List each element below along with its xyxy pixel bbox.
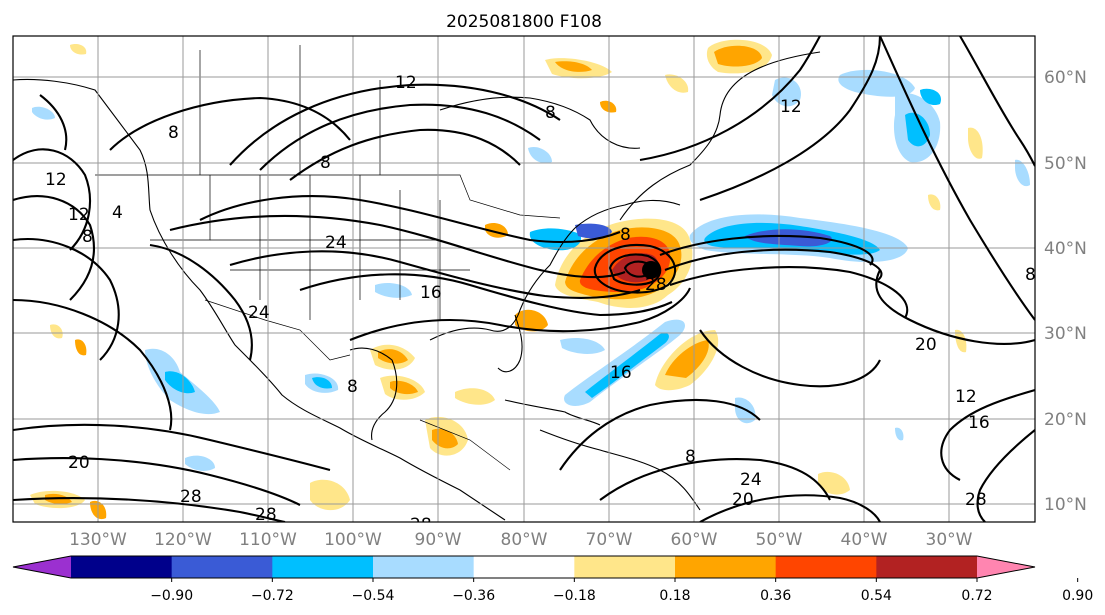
colorbar-tick-label: −0.18	[553, 588, 596, 604]
colorbar-segment	[272, 556, 374, 578]
contour-label: 28	[180, 487, 202, 507]
lon-label: 30°W	[926, 530, 973, 550]
colorbar: −0.90 −0.72 −0.54 −0.36 −0.18 0.18 0.36 0.54 0.7…	[12, 555, 1093, 604]
lon-label: 70°W	[586, 530, 633, 550]
colorbar-extend-min	[13, 556, 71, 578]
colorbar-segment	[71, 556, 173, 578]
lat-label: 20°N	[1044, 410, 1087, 430]
contour-label: 8	[168, 123, 179, 143]
lat-label: 40°N	[1044, 239, 1087, 259]
lat-label: 30°N	[1044, 324, 1087, 344]
lon-label: 130°W	[69, 530, 127, 550]
colorbar-segment	[574, 556, 676, 578]
contour-label: 20	[732, 490, 754, 510]
contour-label: 8	[82, 227, 93, 247]
contour-label: 28	[410, 515, 432, 535]
map-area: 12 8 8 8 8 12 4 12 24 16 24 8 16 20 28 2…	[13, 36, 1036, 535]
contour-label: 28	[255, 505, 277, 525]
contour-label: 8	[620, 225, 631, 245]
lon-label: 80°W	[501, 530, 548, 550]
lon-label: 60°W	[671, 530, 718, 550]
colorbar-segment	[373, 556, 475, 578]
colorbar-segment	[675, 556, 777, 578]
colorbar-tick-label: 0.54	[861, 588, 892, 604]
lon-label: 100°W	[324, 530, 382, 550]
colorbar-extend-max	[977, 556, 1035, 578]
colorbar-outline	[12, 555, 1036, 579]
coastlines	[13, 51, 821, 521]
contour-label: 16	[610, 363, 632, 383]
lon-label: 40°W	[841, 530, 888, 550]
colorbar-tick-label: −0.72	[251, 588, 294, 604]
contour-label: 12	[780, 97, 802, 117]
contour-label: 28	[965, 490, 987, 510]
lat-label: 10°N	[1044, 495, 1087, 515]
contour-label: 16	[420, 283, 442, 303]
colorbar-tick-label: −0.90	[150, 588, 193, 604]
colorbar-segment	[775, 556, 877, 578]
colorbar-segment	[876, 556, 978, 578]
shading-layer	[30, 39, 1030, 520]
colorbar-tick-label: 0.90	[1062, 588, 1093, 604]
storm-center-marker	[642, 261, 660, 279]
contour-label: 8	[1025, 265, 1036, 285]
contour-labels: 12 8 8 8 8 12 4 12 24 16 24 8 16 20 28 2…	[45, 73, 1036, 535]
contour-label: 16	[968, 413, 990, 433]
map-frame	[12, 35, 1036, 523]
contour-label: 20	[68, 453, 90, 473]
contour-lines	[13, 36, 1035, 522]
lon-label: 90°W	[415, 530, 462, 550]
contour-label: 4	[112, 203, 123, 223]
contour-label: 24	[325, 233, 347, 253]
contour-label: 8	[545, 103, 556, 123]
contour-label: 8	[347, 377, 358, 397]
contour-label: 28	[645, 275, 667, 295]
colorbar-segment	[473, 556, 575, 578]
latitude-labels: 60°N 50°N 40°N 30°N 20°N 10°N	[1044, 68, 1087, 515]
contour-label: 8	[320, 153, 331, 173]
colorbar-tick-label: 0.18	[659, 588, 690, 604]
lat-label: 60°N	[1044, 68, 1087, 88]
colorbar-tick-label: 0.36	[760, 588, 791, 604]
contour-label: 24	[740, 470, 762, 490]
contour-label: 20	[915, 335, 937, 355]
contour-label: 12	[955, 387, 977, 407]
contour-label: 12	[68, 205, 90, 225]
contour-label: 12	[395, 73, 417, 93]
colorbar-tick-label: −0.54	[352, 588, 395, 604]
graticule	[13, 36, 1035, 522]
plot-title: 2025081800 F108	[446, 12, 602, 32]
lon-label: 50°W	[756, 530, 803, 550]
colorbar-segment	[171, 556, 273, 578]
contour-label: 24	[248, 303, 270, 323]
contour-label: 12	[45, 170, 67, 190]
longitude-labels: 130°W 120°W 110°W 100°W 90°W 80°W 70°W 6…	[69, 530, 973, 550]
lat-label: 50°N	[1044, 154, 1087, 174]
lon-label: 120°W	[154, 530, 212, 550]
contour-label: 8	[685, 447, 696, 467]
colorbar-tick-label: 0.72	[961, 588, 992, 604]
lon-label: 110°W	[239, 530, 297, 550]
colorbar-tick-label: −0.36	[452, 588, 495, 604]
